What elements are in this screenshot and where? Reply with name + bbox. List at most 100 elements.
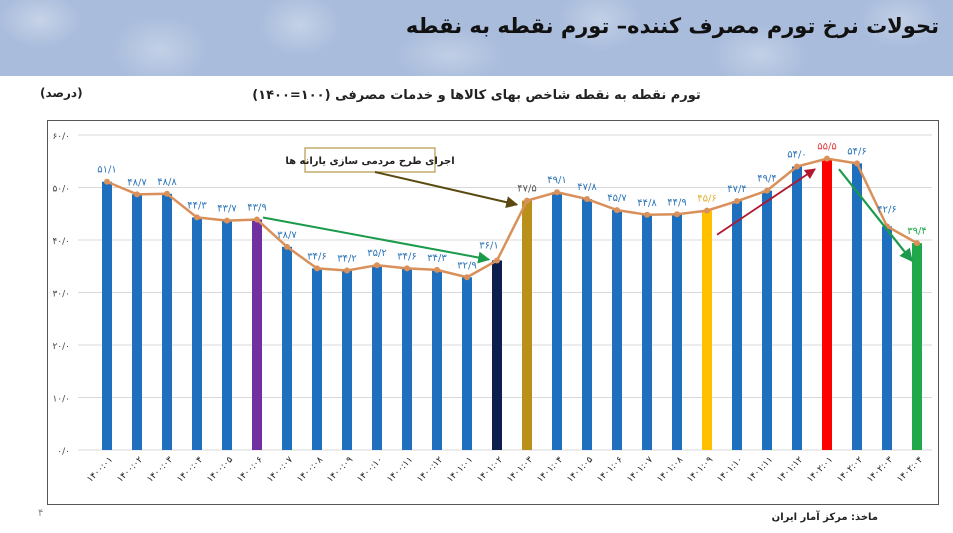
bar	[882, 226, 892, 450]
line-marker	[644, 211, 650, 218]
line-marker	[224, 217, 230, 224]
data-label: ۳۴/۶	[307, 251, 326, 262]
page-title: تحولات نرخ تورم مصرف کننده– تورم نقطه به…	[405, 14, 939, 38]
x-tick-label: ۱۴۰۰:۰۵	[205, 455, 235, 485]
line-marker	[434, 266, 440, 273]
line-marker	[254, 216, 260, 223]
line-marker	[914, 240, 920, 247]
trend-arrow-down-icon	[262, 216, 491, 264]
bar	[102, 181, 112, 450]
x-tick-label: ۱۴۰۰:۰۷	[265, 455, 295, 485]
x-tick-label: ۱۴۰۲:۰۱	[805, 455, 835, 485]
bar	[642, 214, 652, 450]
line-marker	[554, 189, 560, 196]
x-tick-label: ۱۴۰۱:۰۷	[625, 455, 655, 485]
bar	[342, 270, 352, 450]
data-label: ۴۳/۹	[247, 203, 266, 214]
line-marker	[494, 257, 500, 264]
bar	[462, 277, 472, 450]
data-label: ۴۹/۱	[547, 175, 566, 186]
bar	[552, 192, 562, 450]
bar	[732, 201, 742, 450]
line-marker	[284, 243, 290, 250]
line-marker	[854, 160, 860, 167]
x-tick-label: ۱۴۰۲:۰۲	[835, 455, 865, 485]
y-tick-label: ۲۰/۰	[52, 342, 70, 352]
y-tick-label: ۴۰/۰	[52, 237, 70, 247]
x-tick-label: ۱۴۰۱:۰۱	[445, 455, 475, 485]
data-label: ۵۵/۵	[817, 142, 836, 153]
line-marker	[704, 207, 710, 214]
bar	[222, 220, 232, 450]
bar	[792, 166, 802, 450]
data-label: ۵۱/۱	[97, 165, 116, 176]
bar	[132, 194, 142, 450]
x-tick-label: ۱۴۰۱:۰۵	[565, 455, 595, 485]
bar	[762, 190, 772, 450]
x-tick-label: ۱۴۰۰:۱۰	[355, 455, 385, 485]
bar	[672, 214, 682, 450]
chart-title: تورم نقطه به نقطه شاخص بهای کالاها و خدم…	[252, 88, 701, 103]
bar	[252, 219, 262, 450]
x-tick-label: ۱۴۰۰:۰۸	[295, 455, 325, 485]
annotation-arrow-icon	[374, 171, 519, 209]
page-number: ۴	[38, 508, 44, 519]
data-label: ۴۴/۳	[187, 200, 207, 211]
line-marker	[614, 207, 620, 214]
x-tick-label: ۱۴۰۱:۰۴	[535, 455, 565, 485]
line-marker	[524, 197, 530, 204]
x-tick-label: ۱۴۰۱:۰۲	[475, 455, 505, 485]
bar	[582, 199, 592, 450]
bar	[372, 265, 382, 450]
data-label: ۴۵/۷	[607, 193, 627, 204]
line-marker	[404, 265, 410, 272]
bar	[192, 217, 202, 450]
data-label: ۴۷/۵	[517, 184, 536, 195]
x-tick-label: ۱۴۰۰:۱۲	[415, 455, 445, 485]
x-tick-label: ۱۴۰۰:۰۹	[325, 455, 355, 485]
bar	[312, 268, 322, 450]
annotation-text: اجرای طرح مردمی سازی یارانه ها	[285, 156, 454, 167]
line-marker	[164, 190, 170, 197]
bar	[162, 193, 172, 451]
data-label: ۴۳/۷	[217, 204, 237, 215]
bar	[852, 163, 862, 450]
line-marker	[734, 198, 740, 205]
line-marker	[314, 265, 320, 272]
bar	[522, 200, 532, 450]
x-tick-label: ۱۴۰۲:۰۴	[895, 455, 925, 485]
line-marker	[674, 211, 680, 218]
line-marker	[794, 163, 800, 170]
x-tick-label: ۱۴۰۰:۰۴	[175, 455, 205, 485]
y-tick-label: ۵۰/۰	[52, 185, 70, 195]
data-label: ۳۹/۴	[907, 226, 926, 237]
bar	[822, 158, 832, 450]
bar	[912, 243, 922, 450]
x-tick-label: ۱۴۰۰:۰۱	[85, 455, 115, 485]
y-tick-label: ۰/۰	[57, 447, 70, 457]
data-label: ۵۴/۶	[847, 146, 866, 157]
x-tick-label: ۱۴۰۱:۰۸	[655, 455, 685, 485]
data-label: ۴۹/۴	[757, 174, 776, 185]
line-marker	[344, 267, 350, 274]
line-marker	[194, 214, 200, 221]
line-marker	[104, 178, 110, 185]
data-label: ۳۴/۳	[427, 253, 447, 264]
data-label: ۴۷/۴	[727, 184, 746, 195]
data-label: ۳۴/۲	[337, 253, 356, 264]
data-label: ۳۸/۷	[277, 230, 297, 241]
data-label: ۴۴/۹	[667, 197, 686, 208]
x-tick-label: ۱۴۰۱:۰۹	[685, 455, 715, 485]
header-banner: تحولات نرخ تورم مصرف کننده– تورم نقطه به…	[0, 0, 953, 76]
data-label: ۵۴/۰	[787, 150, 806, 161]
x-tick-label: ۱۴۰۲:۰۳	[865, 455, 895, 485]
x-tick-label: ۱۴۰۱:۱۱	[745, 455, 775, 485]
trend-line	[106, 157, 918, 279]
line-marker	[134, 191, 140, 198]
data-label: ۴۴/۸	[637, 198, 657, 209]
data-label: ۴۷/۸	[577, 182, 597, 193]
x-tick-label: ۱۴۰۱:۰۶	[595, 455, 625, 485]
data-label: ۴۵/۶	[697, 194, 716, 205]
y-axis-unit: (درصد)	[40, 86, 83, 100]
